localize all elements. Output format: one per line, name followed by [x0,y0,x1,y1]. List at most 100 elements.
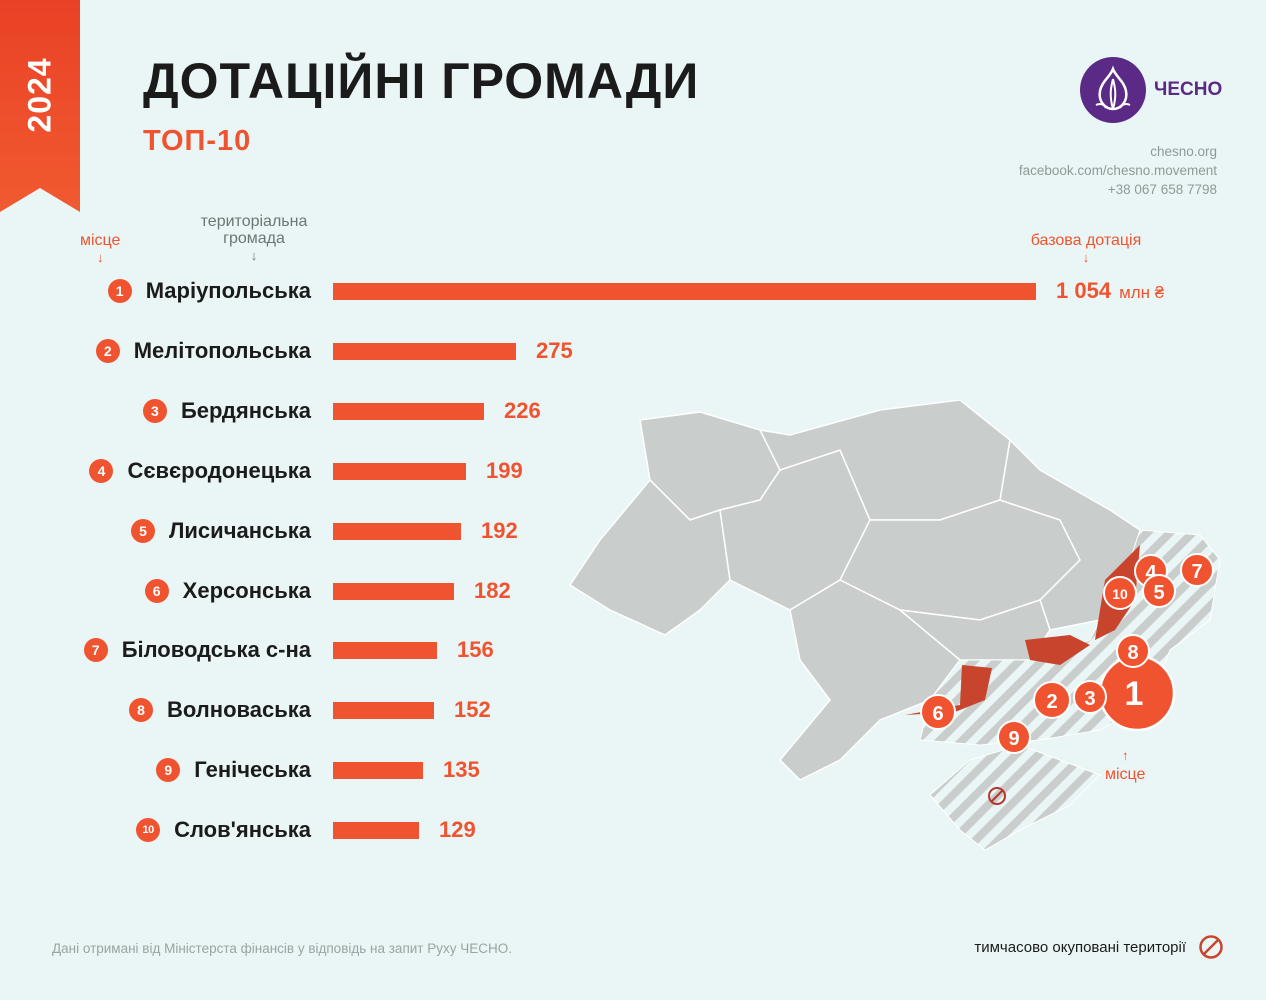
bar-value-label: 226 [504,398,541,424]
bar-value-label: 199 [486,458,523,484]
map-place-text: місце [1105,766,1146,783]
bar-value-label: 135 [443,757,480,783]
arrow-down-icon: ↓ [1082,250,1090,265]
rank-badge: 10 [136,818,161,843]
community-name: Маріупольська [145,278,311,303]
map-marker-3: 3 [1084,688,1095,710]
community-name: Біловодська с-на [121,637,311,663]
value-number: 135 [443,757,480,783]
table-row: Слов'янська 10 129 [0,810,1266,850]
community-name: Мелітопольська [133,337,311,363]
page-title: ДОТАЦІЙНІ ГРОМАДИ [143,53,700,109]
map-marker-1: 1 [1125,675,1144,713]
year-ribbon [0,0,80,212]
place-column-header: місце ↓ [80,232,120,266]
year-label: 2024 [21,57,58,133]
table-row: Сєвєродонецька 4 199 [0,451,1266,491]
community-name: Сєвєродонецька [127,457,311,483]
value-number: 152 [454,697,491,723]
community-header-label: територіальна громада [200,213,308,247]
map-marker-6: 6 [932,703,943,725]
community-name: Генічеська [194,757,311,783]
value-unit: млн ₴ [1119,283,1165,302]
subsidy-header-label: базова дотація [1030,232,1142,249]
map-crimea-hatched [929,744,1101,851]
value-number: 275 [536,337,573,363]
garlic-logo-icon [1080,57,1146,123]
map-markers: 1 2 3 4 5 10 7 8 6 9 [920,553,1214,754]
place-header-label: місце [80,232,121,249]
map-marker-circle-5 [1142,574,1176,608]
map-marker-7: 7 [1191,561,1202,583]
brand-name: ЧЕСНО [1154,79,1223,100]
bar [333,762,423,780]
prohibited-icon [988,787,1006,805]
map-region-south-west [778,579,962,781]
rank-badge: 9 [156,758,181,783]
occupied-legend-label: тимчасово окуповані території [974,938,1186,956]
bar [333,342,516,360]
map-marker-circle-2 [1033,681,1071,719]
bar-value-label: 182 [474,578,511,604]
table-row: Бердянська 3 226 [0,391,1266,431]
ukraine-map: 1 2 3 4 5 10 7 8 6 9 [568,400,1221,851]
community-name: Бердянська [180,397,311,423]
arrow-down-icon: ↓ [96,250,104,265]
map-marker-10: 10 [1112,586,1128,602]
subsidy-column-header: базова дотація ↓ [1020,232,1152,266]
rank-badge: 3 [142,398,167,423]
bar-value-label: 1 054 млн ₴ [1056,278,1164,304]
table-row: Волноваська 8 152 [0,690,1266,730]
value-number: 1 054 [1056,278,1112,303]
bar [333,522,461,540]
table-row: Херсонська 6 182 [0,571,1266,611]
community-name: Волноваська [167,697,311,723]
table-row: Мелітопольська 2 275 [0,331,1266,371]
bar [333,402,484,420]
community-name: Херсонська [182,577,311,603]
rank-badge: 5 [130,518,155,543]
map-marker-9: 9 [1008,728,1019,750]
table-row: Генічеська 9 135 [0,750,1266,790]
map-place-label: ↓ місце [1105,748,1145,784]
contacts-block: chesno.org facebook.com/chesno.movement … [1019,142,1217,199]
bar [333,702,434,720]
prohibited-icon [1199,935,1223,959]
page-subtitle: ТОП-10 [143,125,252,157]
bar-value-label: 156 [457,637,494,663]
map-marker-circle-3 [1073,680,1107,714]
bar-value-label: 192 [481,518,518,544]
community-name: Лисичанська [168,517,311,543]
value-number: 129 [439,817,476,843]
phone-number: +38 067 658 7798 [1107,182,1217,197]
table-row: Маріупольська 1 1 054 млн ₴ [0,271,1266,311]
bar-value-label: 275 [536,338,573,364]
brand-logo[interactable]: ЧЕСНО [1080,57,1222,123]
arrow-up-icon: ↓ [1121,750,1129,765]
map-marker-circle-6 [920,694,956,730]
bar [333,462,466,480]
community-column-header: територіальна громада ↓ [188,213,320,264]
bar-value-label: 129 [439,817,476,843]
bar-value-label: 152 [454,697,491,723]
map-marker-circle-10 [1103,576,1137,610]
table-row: Біловодська с-на 7 156 [0,630,1266,670]
source-footnote: Дані отримані від Міністерста фінансів у… [52,941,512,956]
bar [333,582,454,600]
map-highlight-kherson [905,665,992,715]
value-number: 199 [486,457,523,483]
rank-badge: 7 [83,638,108,663]
facebook-link[interactable]: facebook.com/chesno.movement [1018,163,1217,178]
site-link[interactable]: chesno.org [1150,144,1217,159]
bar [333,283,1036,300]
map-marker-8: 8 [1127,642,1138,664]
map-marker-circle-7 [1180,553,1214,587]
rank-badge: 4 [89,458,114,483]
occupied-legend: тимчасово окуповані території [974,934,1224,960]
table-row: Лисичанська 5 192 [0,511,1266,551]
value-number: 192 [481,517,518,543]
map-marker-circle-8 [1116,634,1150,668]
value-number: 226 [504,397,541,423]
map-marker-2: 2 [1046,691,1057,713]
bar [333,642,437,660]
